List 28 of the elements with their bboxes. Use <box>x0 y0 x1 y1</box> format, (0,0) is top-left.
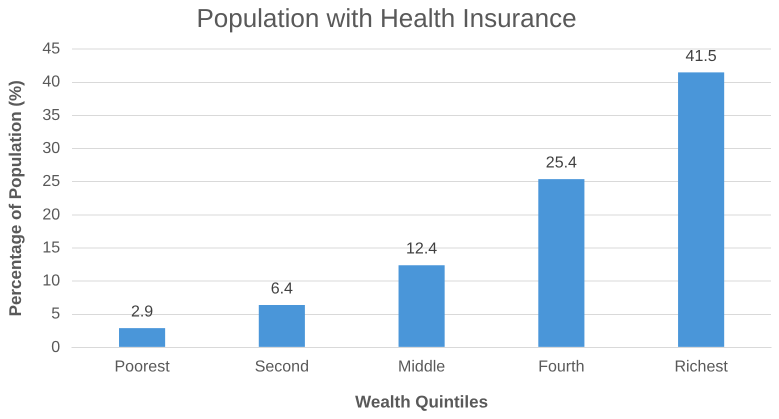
y-tick-label: 45 <box>42 40 60 58</box>
bar <box>538 179 584 347</box>
x-tick-label: Poorest <box>114 358 170 376</box>
y-axis-title: Percentage of Population (%) <box>6 80 25 316</box>
y-tick-label: 30 <box>42 140 60 158</box>
bar <box>678 72 724 347</box>
bar <box>258 304 305 347</box>
x-tick-label: Fourth <box>538 358 584 376</box>
y-tick-label: 15 <box>42 239 60 256</box>
x-tick-label: Middle <box>398 358 446 376</box>
y-tick-label: 35 <box>42 106 60 124</box>
y-tick-label: 5 <box>51 306 60 323</box>
data-label: 12.4 <box>406 240 438 258</box>
x-tick-label: Richest <box>674 358 728 376</box>
data-label: 25.4 <box>546 154 578 172</box>
y-tick-label: 25 <box>42 173 60 190</box>
y-tick-label: 20 <box>42 206 60 224</box>
chart-title: Population with Health Insurance <box>196 2 577 33</box>
data-label: 2.9 <box>130 304 154 321</box>
y-tick-label: 10 <box>42 272 60 290</box>
x-tick-label: Second <box>254 358 309 376</box>
bar <box>119 328 166 347</box>
y-tick-label: 40 <box>42 74 60 91</box>
y-tick-label: 0 <box>51 338 60 356</box>
data-label: 6.4 <box>270 280 294 298</box>
x-axis-title: Wealth Quintiles <box>355 392 488 412</box>
bar <box>398 265 445 347</box>
data-label: 41.5 <box>686 48 717 65</box>
